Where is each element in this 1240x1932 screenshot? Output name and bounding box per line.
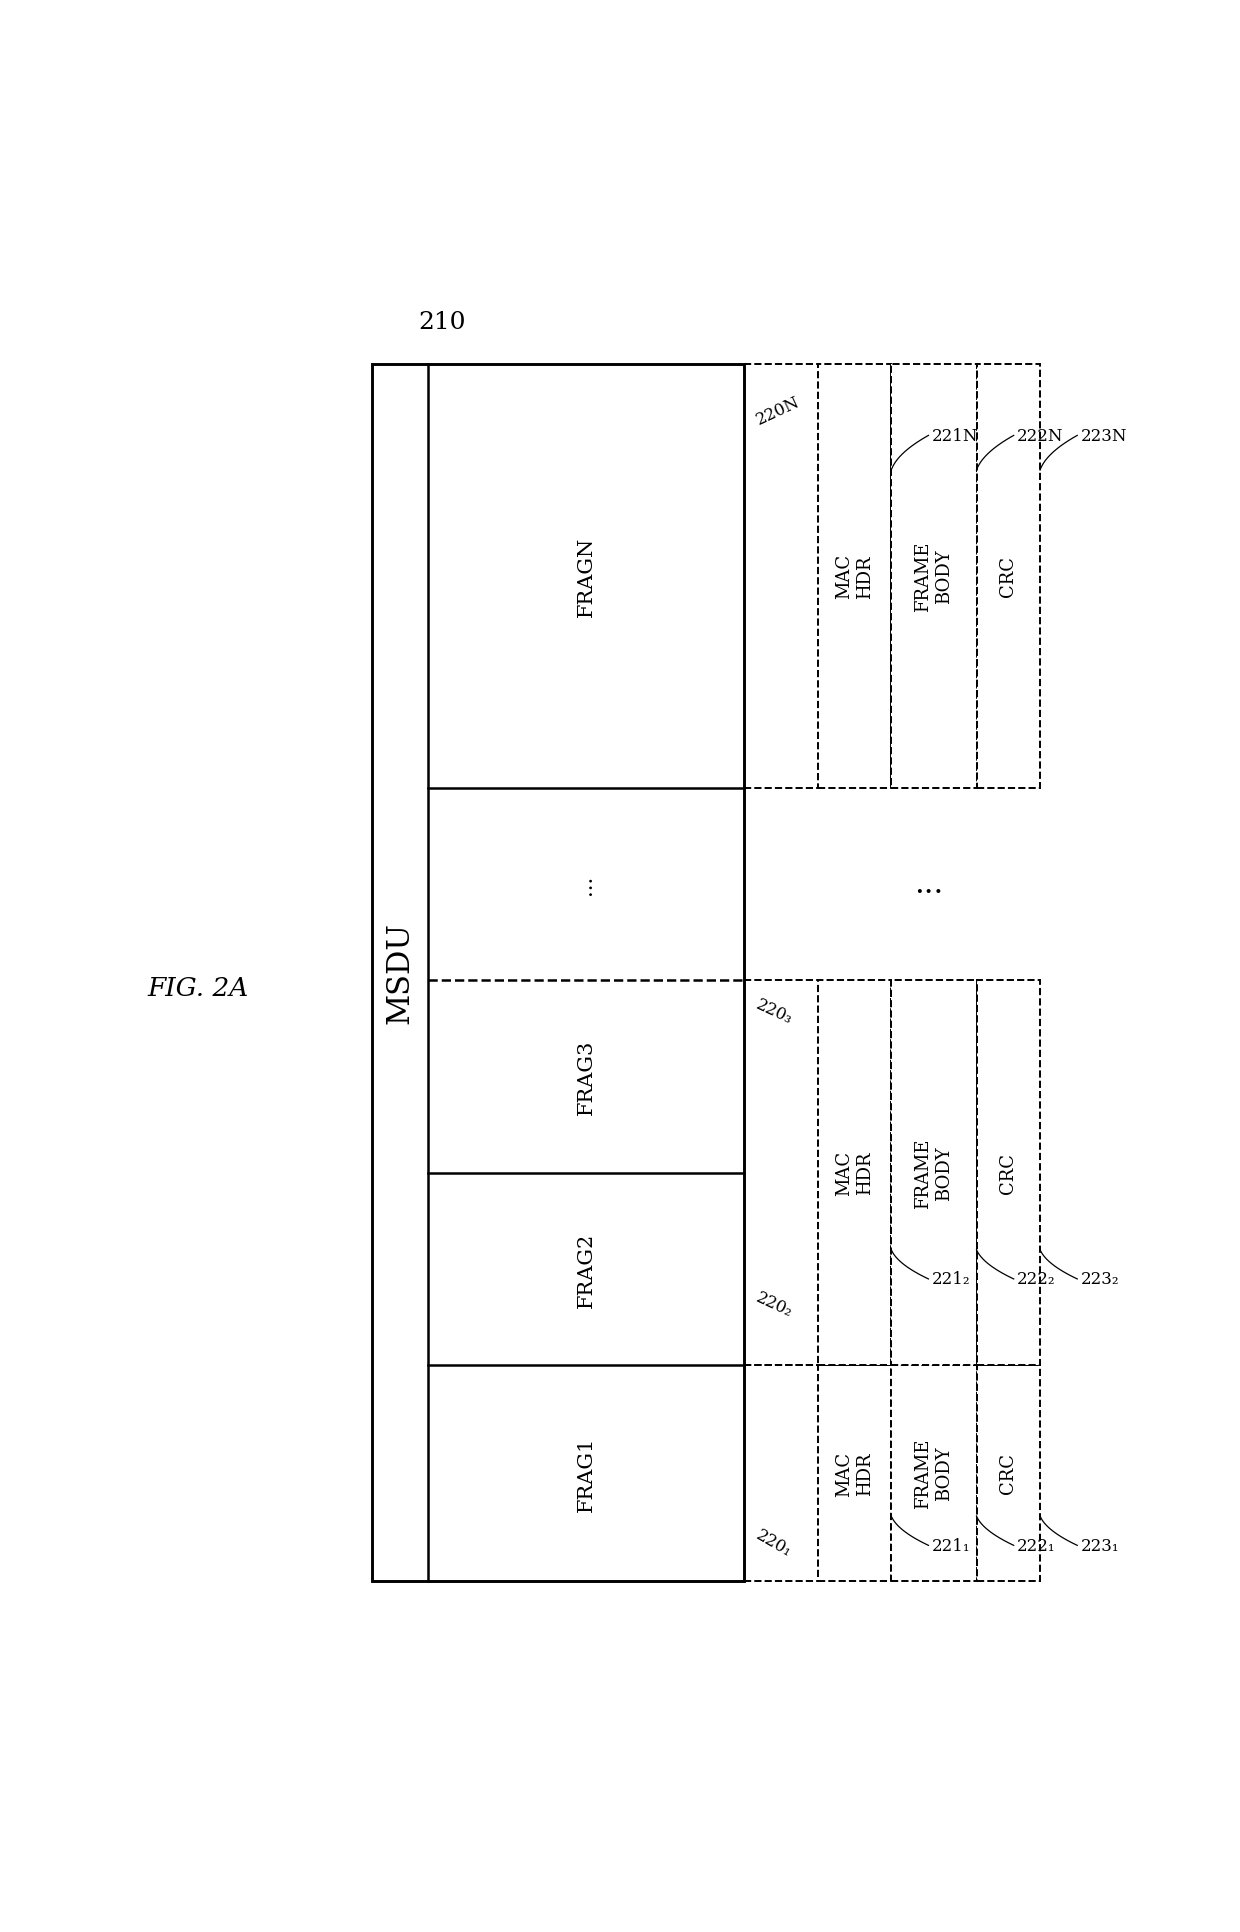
Text: CRC: CRC — [999, 1453, 1017, 1493]
Text: MAC
HDR: MAC HDR — [835, 554, 874, 599]
Text: FRAGN: FRAGN — [577, 537, 595, 616]
Text: CRC: CRC — [999, 1153, 1017, 1194]
Bar — [977, 1366, 1040, 1580]
Bar — [977, 981, 1040, 1366]
Text: 222₂: 222₂ — [1017, 1271, 1055, 1289]
Text: 221₁: 221₁ — [931, 1538, 970, 1553]
Text: 222₁: 222₁ — [1017, 1538, 1055, 1553]
Bar — [372, 365, 744, 1580]
Text: 222N: 222N — [1017, 427, 1063, 444]
Text: 221N: 221N — [931, 427, 978, 444]
Text: 210: 210 — [419, 311, 466, 334]
Text: FRAME
BODY: FRAME BODY — [914, 1437, 954, 1509]
Text: MSDU: MSDU — [384, 922, 415, 1024]
Bar — [977, 365, 1040, 788]
Text: ...: ... — [577, 875, 595, 895]
Text: FRAG3: FRAG3 — [577, 1039, 595, 1115]
Text: 220₃: 220₃ — [753, 995, 795, 1028]
Bar — [892, 365, 977, 788]
Bar — [817, 1366, 892, 1580]
Bar — [817, 981, 892, 1366]
Text: 223₁: 223₁ — [1080, 1538, 1118, 1553]
Bar — [817, 365, 892, 788]
Text: FRAG1: FRAG1 — [577, 1435, 595, 1511]
Bar — [892, 981, 977, 1366]
Text: FRAG2: FRAG2 — [577, 1233, 595, 1306]
Text: FRAME
BODY: FRAME BODY — [914, 541, 954, 612]
Text: ...: ... — [914, 869, 944, 900]
Text: FIG. 2A: FIG. 2A — [148, 976, 248, 1001]
Text: 220N: 220N — [753, 394, 802, 429]
Text: CRC: CRC — [999, 556, 1017, 597]
Text: FRAME
BODY: FRAME BODY — [914, 1138, 954, 1208]
Text: MAC
HDR: MAC HDR — [835, 1451, 874, 1495]
Text: MAC
HDR: MAC HDR — [835, 1151, 874, 1196]
Text: 223N: 223N — [1080, 427, 1127, 444]
Text: 220₂: 220₂ — [753, 1289, 795, 1320]
Bar — [892, 1366, 977, 1580]
Text: 220₁: 220₁ — [753, 1526, 795, 1559]
Text: 223₂: 223₂ — [1080, 1271, 1118, 1289]
Text: 221₂: 221₂ — [931, 1271, 970, 1289]
